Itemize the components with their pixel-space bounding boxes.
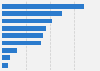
Bar [2,26,46,31]
Bar [2,41,41,45]
Bar [2,11,62,16]
Bar [2,55,10,60]
Bar [2,33,43,38]
Bar [2,63,8,68]
Bar [2,19,52,23]
Bar [2,48,17,53]
Bar [2,4,84,9]
